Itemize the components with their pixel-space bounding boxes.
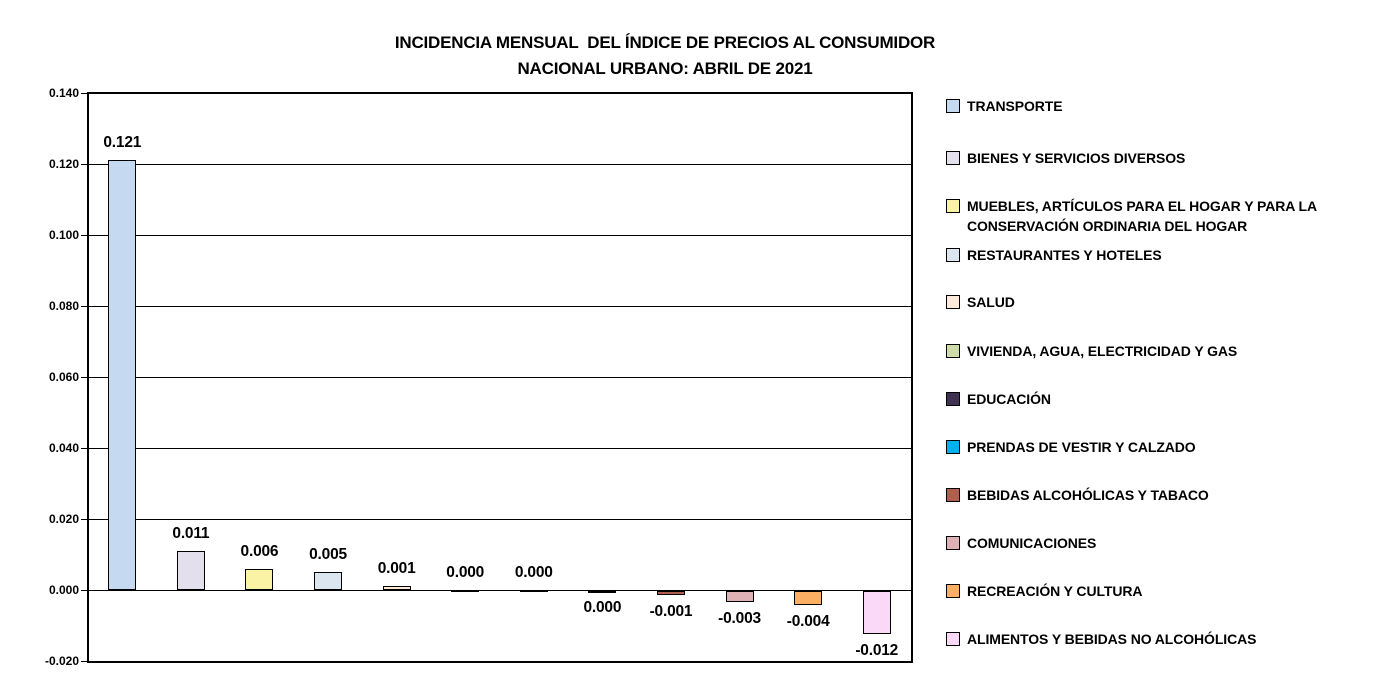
bar-value-label: 0.011 bbox=[172, 525, 210, 542]
gridline bbox=[89, 448, 911, 449]
y-axis-tick-label: 0.080 bbox=[48, 299, 79, 313]
bar bbox=[451, 590, 480, 592]
bar bbox=[588, 591, 617, 593]
bar bbox=[245, 569, 274, 590]
bar-value-label: -0.004 bbox=[786, 613, 830, 630]
bar-value-label: 0.005 bbox=[309, 546, 347, 563]
y-axis-tick bbox=[81, 661, 88, 662]
legend-item: SALUD bbox=[946, 292, 1370, 312]
legend-item-label: COMUNICACIONES bbox=[967, 535, 1097, 551]
legend-color-swatch bbox=[946, 99, 960, 113]
gridline bbox=[89, 164, 911, 165]
bar bbox=[108, 160, 137, 590]
legend-color-swatch bbox=[946, 584, 960, 598]
bar-value-label: 0.000 bbox=[446, 564, 485, 581]
chart-title: INCIDENCIA MENSUAL DEL ÍNDICE DE PRECIOS… bbox=[0, 30, 1330, 82]
y-axis-tick bbox=[81, 235, 88, 236]
bar bbox=[176, 551, 205, 590]
y-axis-tick bbox=[81, 306, 88, 307]
legend-color-swatch bbox=[946, 440, 960, 454]
y-axis-tick bbox=[81, 164, 88, 165]
legend-item-label: ALIMENTOS Y BEBIDAS NO ALCOHÓLICAS bbox=[967, 631, 1257, 647]
y-axis-tick-label: -0.020 bbox=[44, 654, 79, 668]
y-axis-tick-label: 0.040 bbox=[48, 441, 79, 455]
legend-item: TRANSPORTE bbox=[946, 96, 1370, 116]
legend-color-swatch bbox=[946, 632, 960, 646]
y-axis-tick-label: 0.000 bbox=[48, 583, 79, 597]
legend-item: BEBIDAS ALCOHÓLICAS Y TABACO bbox=[946, 485, 1370, 505]
legend-color-swatch bbox=[946, 392, 960, 406]
legend-item-label: MUEBLES, ARTÍCULOS PARA EL HOGAR Y PARA … bbox=[967, 198, 1317, 234]
bar-value-label: -0.001 bbox=[649, 603, 693, 620]
y-axis-tick bbox=[81, 448, 88, 449]
legend-item-label: SALUD bbox=[967, 294, 1015, 310]
legend-item-label: TRANSPORTE bbox=[967, 98, 1063, 114]
bar bbox=[862, 591, 891, 634]
bar bbox=[519, 590, 548, 592]
chart-title-line1: INCIDENCIA MENSUAL DEL ÍNDICE DE PRECIOS… bbox=[394, 33, 936, 52]
y-axis-tick bbox=[81, 519, 88, 520]
gridline bbox=[89, 519, 911, 520]
legend-color-swatch bbox=[946, 151, 960, 165]
bar-value-label: 0.000 bbox=[514, 564, 553, 581]
chart-title-line2: NACIONAL URBANO: ABRIL DE 2021 bbox=[517, 59, 813, 78]
y-axis-tick-label: 0.100 bbox=[48, 228, 79, 242]
bar-value-label: 0.121 bbox=[103, 134, 142, 151]
legend-color-swatch bbox=[946, 248, 960, 262]
bar bbox=[725, 591, 754, 602]
gridline bbox=[89, 590, 911, 591]
legend-item: COMUNICACIONES bbox=[946, 533, 1370, 553]
gridline bbox=[89, 377, 911, 378]
gridline bbox=[89, 306, 911, 307]
bar-value-label: -0.003 bbox=[718, 610, 761, 627]
bar bbox=[794, 591, 823, 605]
bar-value-label: 0.000 bbox=[583, 599, 622, 616]
legend-item: MUEBLES, ARTÍCULOS PARA EL HOGAR Y PARA … bbox=[946, 196, 1370, 236]
legend-item-label: RESTAURANTES Y HOTELES bbox=[967, 247, 1162, 263]
gridline bbox=[89, 235, 911, 236]
y-axis-tick-label: 0.020 bbox=[48, 512, 79, 526]
legend-item: VIVIENDA, AGUA, ELECTRICIDAD Y GAS bbox=[946, 341, 1370, 361]
legend-item: BIENES Y SERVICIOS DIVERSOS bbox=[946, 148, 1370, 168]
legend-item-label: RECREACIÓN Y CULTURA bbox=[967, 583, 1143, 599]
y-axis-tick bbox=[81, 93, 88, 94]
legend-item: RESTAURANTES Y HOTELES bbox=[946, 245, 1370, 265]
y-axis-tick-label: 0.120 bbox=[48, 157, 79, 171]
bar-value-label: 0.006 bbox=[240, 543, 279, 560]
legend-color-swatch bbox=[946, 488, 960, 502]
legend-item-label: EDUCACIÓN bbox=[967, 391, 1051, 407]
legend-item-label: PRENDAS DE VESTIR Y CALZADO bbox=[967, 439, 1196, 455]
bar bbox=[656, 591, 685, 595]
legend-color-swatch bbox=[946, 344, 960, 358]
legend-item-label: VIVIENDA, AGUA, ELECTRICIDAD Y GAS bbox=[967, 343, 1238, 359]
plot-area bbox=[87, 92, 913, 663]
legend-item: RECREACIÓN Y CULTURA bbox=[946, 581, 1370, 601]
y-axis-tick bbox=[81, 590, 88, 591]
legend-item: EDUCACIÓN bbox=[946, 389, 1370, 409]
bar bbox=[314, 572, 343, 590]
legend-color-swatch bbox=[946, 295, 960, 309]
y-axis-tick bbox=[81, 377, 88, 378]
bar-value-label: 0.001 bbox=[377, 560, 416, 577]
legend-color-swatch bbox=[946, 536, 960, 550]
legend-item-label: BIENES Y SERVICIOS DIVERSOS bbox=[967, 150, 1186, 166]
legend-color-swatch bbox=[946, 199, 960, 213]
legend-item: PRENDAS DE VESTIR Y CALZADO bbox=[946, 437, 1370, 457]
y-axis-tick-label: 0.140 bbox=[48, 86, 79, 100]
legend-item-label: BEBIDAS ALCOHÓLICAS Y TABACO bbox=[967, 487, 1209, 503]
bar-value-label: -0.012 bbox=[855, 642, 899, 659]
y-axis-tick-label: 0.060 bbox=[48, 370, 79, 384]
bar bbox=[382, 586, 411, 590]
legend-item: ALIMENTOS Y BEBIDAS NO ALCOHÓLICAS bbox=[946, 629, 1370, 649]
